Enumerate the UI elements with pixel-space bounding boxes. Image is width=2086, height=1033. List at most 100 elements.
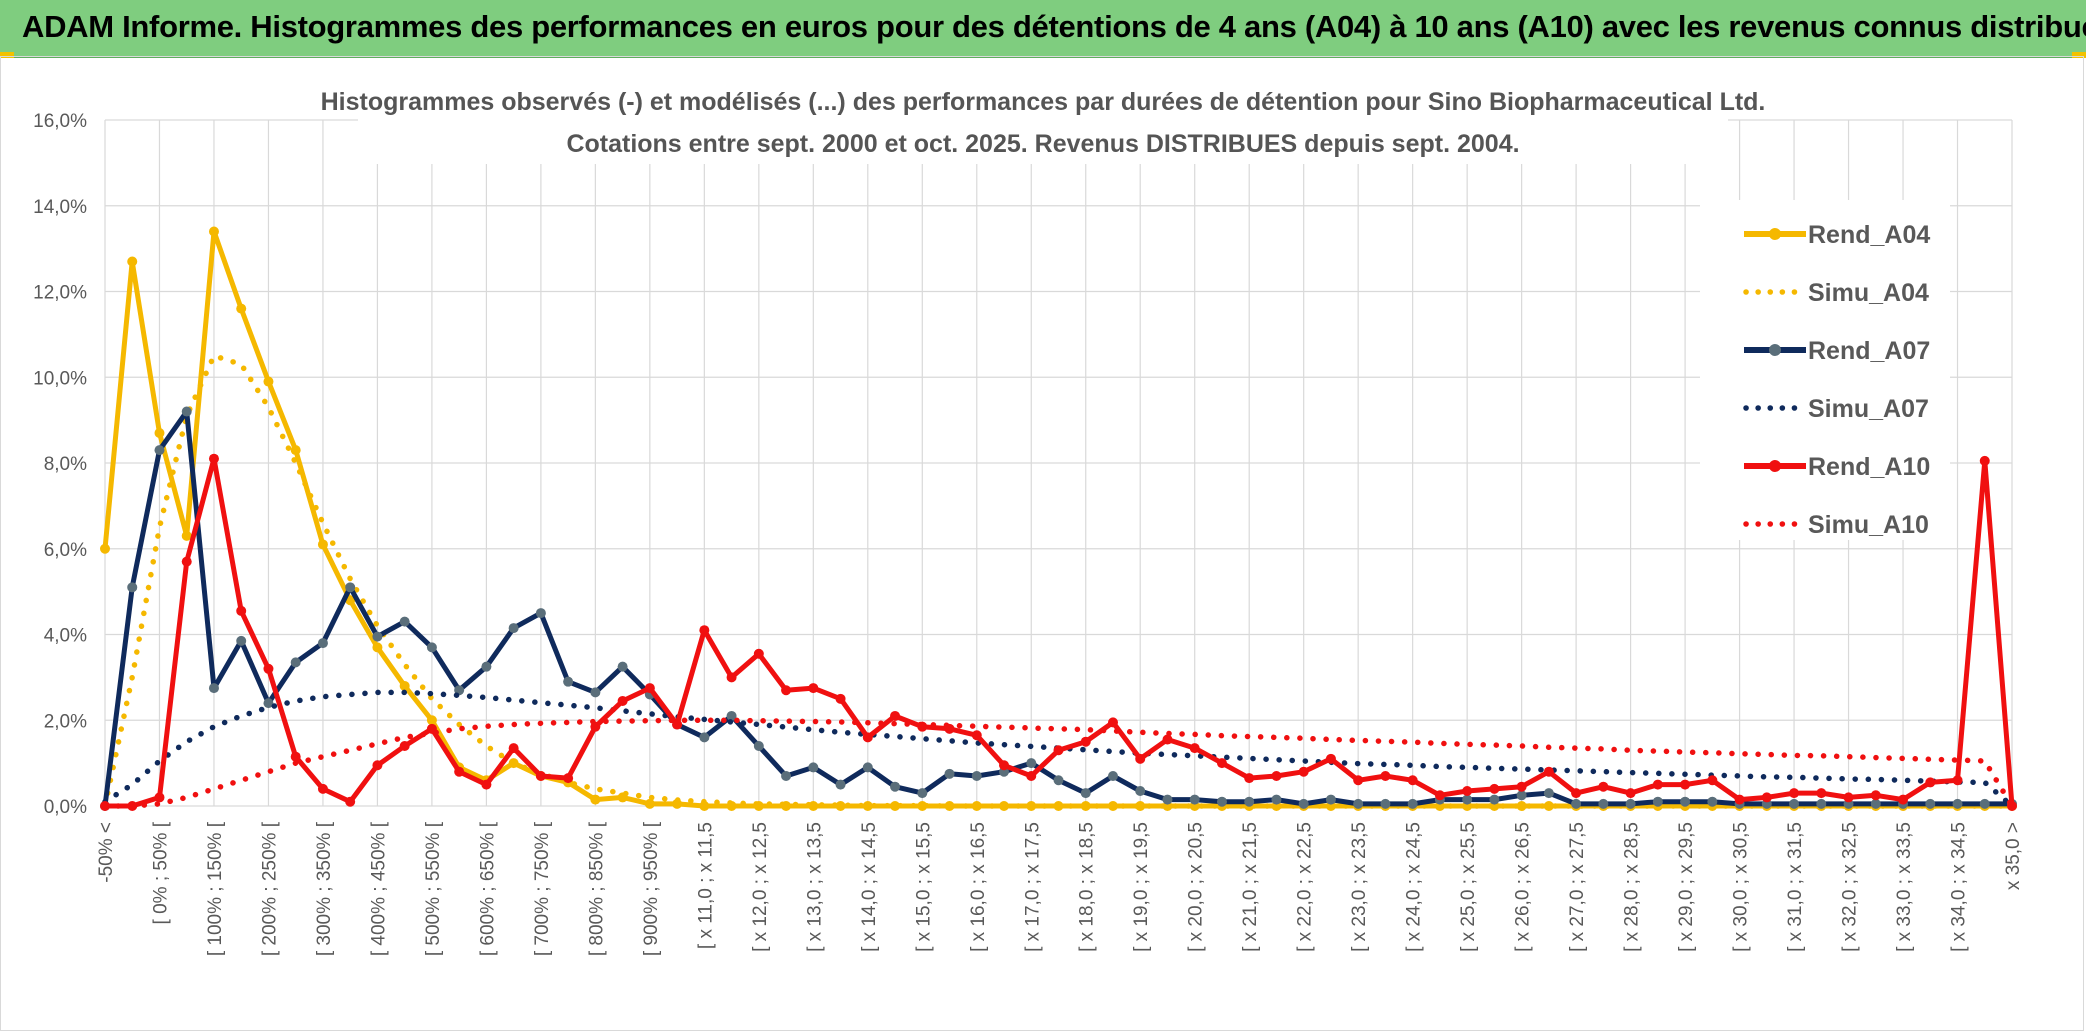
data-point-rend-a10 [971, 730, 982, 741]
data-point-rend-a10 [1571, 788, 1582, 799]
data-point-rend-a04 [1516, 801, 1527, 811]
data-point-rend-a07 [181, 406, 192, 417]
data-point-rend-a10 [1516, 781, 1527, 792]
x-tick-label: [ x 23,0 ; x 23,5 [1349, 822, 1370, 952]
legend-label-rend-a10: Rend_A10 [1808, 453, 1930, 481]
y-tick-label: 4,0% [44, 626, 87, 647]
series-line-simu-a04 [102, 353, 2015, 809]
x-tick-label: [ 500% ; 550% [ [423, 821, 444, 956]
data-point-rend-a10 [1952, 775, 1963, 786]
legend-background [1700, 200, 1950, 540]
chart-subtitle: Cotations entre sept. 2000 et oct. 2025.… [566, 130, 1519, 158]
data-point-rend-a07 [1298, 798, 1309, 809]
data-point-rend-a07 [372, 631, 383, 642]
data-point-rend-a10 [1789, 788, 1800, 799]
y-tick-label: 12,0% [33, 283, 87, 304]
data-point-rend-a07 [890, 781, 901, 792]
x-tick-label: [ x 34,0 ; x 34,5 [1949, 822, 1970, 952]
data-point-rend-a07 [1353, 798, 1364, 809]
data-point-rend-a10 [1380, 770, 1391, 781]
data-point-rend-a07 [617, 661, 628, 672]
data-point-rend-a10 [236, 605, 247, 616]
data-point-rend-a07 [1652, 796, 1663, 807]
data-point-rend-a10 [1543, 766, 1554, 777]
data-point-rend-a10 [263, 663, 274, 674]
data-point-rend-a04 [1543, 801, 1554, 811]
data-point-rend-a07 [1135, 785, 1146, 796]
data-point-rend-a10 [1298, 766, 1309, 777]
x-tick-label: [ 100% ; 150% [ [205, 821, 226, 956]
data-point-rend-a07 [263, 698, 274, 709]
data-point-rend-a07 [1380, 798, 1391, 809]
legend-label-simu-a10: Simu_A10 [1808, 511, 1929, 539]
data-point-rend-a10 [154, 792, 165, 803]
data-point-rend-a04 [862, 801, 873, 811]
data-point-rend-a07 [1598, 798, 1609, 809]
legend-label-simu-a04: Simu_A04 [1808, 279, 1929, 307]
data-point-rend-a04 [835, 801, 846, 811]
data-point-rend-a07 [1162, 794, 1173, 805]
data-point-rend-a07 [1325, 794, 1336, 805]
data-point-rend-a10 [1271, 770, 1282, 781]
data-point-rend-a10 [1053, 745, 1064, 756]
data-point-rend-a10 [1707, 775, 1718, 786]
y-tick-label: 8,0% [44, 454, 87, 475]
data-point-rend-a10 [181, 556, 192, 567]
data-point-rend-a07 [1789, 798, 1800, 809]
data-point-rend-a10 [1026, 770, 1037, 781]
y-tick-label: 6,0% [44, 540, 87, 561]
y-axis: 0,0% 2,0% 4,0% 6,0% 8,0% 10,0% 12,0% 14,0% 16,0% [33, 111, 87, 818]
data-point-rend-a07 [862, 762, 873, 773]
chart-legend: Rend_A04 Simu_A04 Rend_A07 Simu_A07 Rend_A10… [1700, 200, 1950, 540]
y-tick-label: 16,0% [33, 111, 87, 132]
data-point-rend-a07 [1870, 798, 1881, 809]
data-point-rend-a10 [781, 685, 792, 696]
x-tick-label: [ x 33,0 ; x 33,5 [1894, 822, 1915, 952]
corner-mark-left [0, 52, 14, 58]
x-tick-label: [ x 28,0 ; x 28,5 [1622, 822, 1643, 952]
data-point-rend-a07 [1707, 796, 1718, 807]
x-tick-label: [ 800% ; 850% [ [586, 821, 607, 956]
legend-marker-rend-a07 [1769, 344, 1781, 356]
data-point-rend-a07 [1571, 798, 1582, 809]
data-point-rend-a10 [1107, 717, 1118, 728]
data-point-rend-a07 [1189, 794, 1200, 805]
data-point-rend-a07 [781, 770, 792, 781]
data-point-rend-a10 [1462, 785, 1473, 796]
data-point-rend-a04 [236, 303, 247, 314]
x-tick-label: [ x 31,0 ; x 31,5 [1785, 822, 1806, 952]
data-point-rend-a07 [535, 608, 546, 619]
x-tick-label: [ x 24,0 ; x 24,5 [1404, 822, 1425, 952]
data-point-rend-a07 [917, 788, 928, 799]
data-point-rend-a07 [563, 676, 574, 687]
data-point-rend-a07 [1625, 798, 1636, 809]
x-axis: -50% < [ 0% ; 50% [[ 100% ; 150% [[ 200% … [96, 821, 2024, 956]
data-point-rend-a07 [1244, 796, 1255, 807]
data-point-rend-a10 [535, 770, 546, 781]
data-point-rend-a07 [1462, 794, 1473, 805]
data-point-rend-a10 [1625, 788, 1636, 799]
data-point-rend-a10 [508, 743, 519, 754]
data-point-rend-a07 [1216, 796, 1227, 807]
x-tick-label: [ x 20,0 ; x 20,5 [1186, 822, 1207, 952]
data-point-rend-a10 [1162, 734, 1173, 745]
data-point-rend-a07 [1080, 788, 1091, 799]
x-tick-label: [ x 21,0 ; x 21,5 [1240, 822, 1261, 952]
data-point-rend-a04 [181, 530, 192, 541]
data-point-rend-a10 [208, 453, 219, 464]
y-tick-label: 10,0% [33, 368, 87, 389]
data-point-rend-a10 [1843, 792, 1854, 803]
x-tick-label: [ x 17,0 ; x 17,5 [1022, 822, 1043, 952]
data-point-rend-a04 [317, 539, 328, 550]
x-tick-label: [ 300% ; 350% [ [314, 821, 335, 956]
data-point-rend-a07 [508, 623, 519, 634]
data-point-rend-a04 [890, 801, 901, 811]
data-point-rend-a04 [1135, 801, 1146, 811]
data-point-rend-a10 [1870, 790, 1881, 801]
data-point-rend-a10 [317, 783, 328, 794]
report-title: ADAM Informe. Histogrammes des performan… [22, 9, 2086, 44]
data-point-rend-a10 [1434, 790, 1445, 801]
x-tick-label: [ x 32,0 ; x 32,5 [1840, 822, 1861, 952]
data-point-rend-a04 [372, 642, 383, 653]
